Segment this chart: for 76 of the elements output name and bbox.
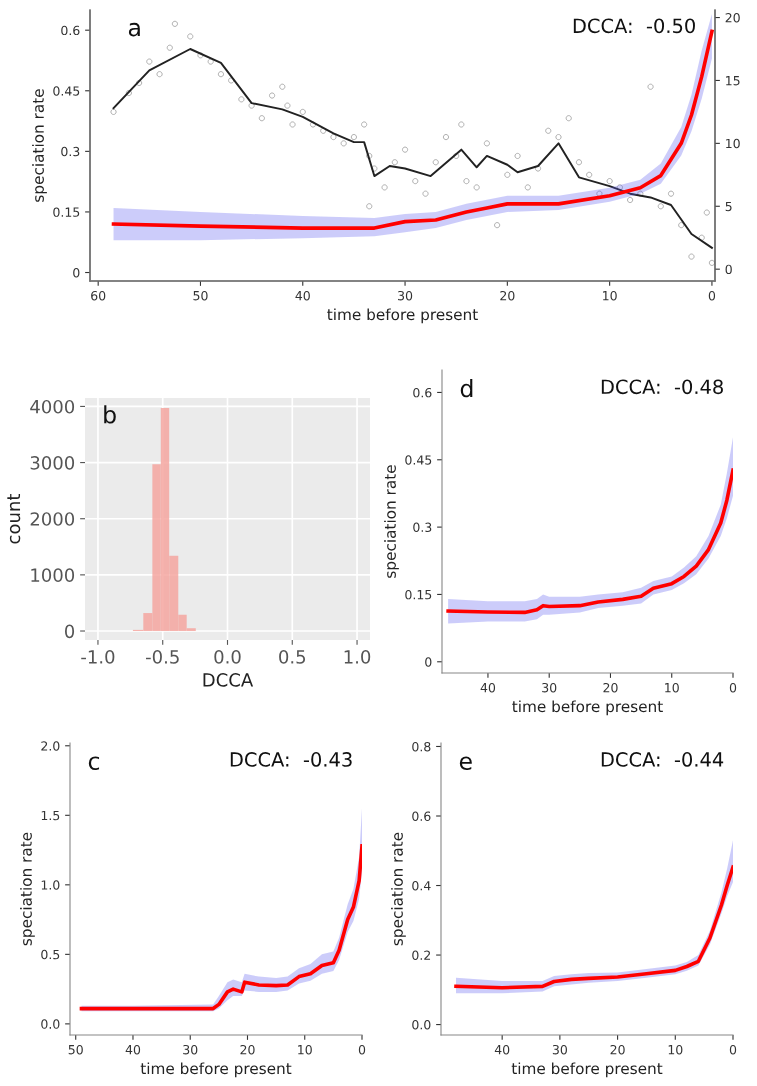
y-tick-label: 0.6: [413, 387, 432, 398]
x-axis-title: time before present: [140, 1062, 292, 1078]
y-tick-label: 1000: [31, 568, 75, 582]
x-tick-label: 0: [708, 290, 716, 301]
x-tick-label: 20: [500, 290, 515, 301]
x-tick-label: 10: [298, 1044, 312, 1055]
y-tick-label: 0.0: [412, 1020, 431, 1030]
annotation: e: [459, 756, 472, 771]
y-tick-label: 0.3: [61, 146, 80, 157]
x-tick-label: 30: [552, 1044, 567, 1055]
x-tick-label: 30: [398, 290, 413, 301]
x-tick-label: 60: [91, 290, 106, 301]
annotation: DCCA: -0.44: [601, 752, 724, 767]
y-tick-label: 0.15: [405, 589, 432, 600]
y-tick-label: 0: [64, 624, 75, 639]
x-tick-label: 1.0: [344, 650, 371, 664]
y-tick-label: 3000: [30, 456, 75, 470]
y-tick-label: 0.15: [53, 207, 80, 217]
y-axis-title: speciation rate: [20, 832, 35, 946]
x-tick-label: 10: [665, 682, 679, 693]
x-tick-label: 40: [480, 682, 496, 693]
y2-tick-label: 5: [725, 201, 732, 212]
x-tick-label: 0.5: [279, 650, 306, 664]
y-tick-label: 2000: [30, 512, 75, 526]
x-tick-label: 20: [610, 1044, 625, 1055]
y-tick-label: 0.4: [412, 881, 431, 891]
x-tick-label: 40: [125, 1044, 141, 1055]
y-tick-label: 0.3: [413, 522, 432, 533]
y-tick-label: 0.6: [61, 25, 80, 36]
x-tick-label: 10: [603, 290, 617, 301]
x-tick-label: 0: [358, 1044, 366, 1055]
x-tick-label: 50: [193, 290, 208, 301]
x-tick-label: -1.0: [81, 650, 115, 664]
annotation: b: [104, 405, 116, 424]
x-tick-label: 20: [603, 682, 618, 693]
y-tick-label: 2.0: [41, 741, 60, 751]
y-tick-label: 0: [73, 267, 80, 278]
y-axis-title: speciation rate: [32, 89, 47, 202]
y2-tick-label: 10: [726, 138, 740, 149]
x-tick-label: 40: [295, 290, 310, 301]
y2-tick-label: 15: [726, 76, 740, 86]
x-tick-label: 50: [68, 1044, 83, 1055]
x-tick-label: 10: [668, 1044, 683, 1055]
y2-tick-label: 20: [725, 13, 740, 23]
y-axis-title: count: [7, 493, 21, 544]
x-tick-label: 40: [494, 1044, 510, 1055]
y2-tick-label: 0: [725, 264, 732, 275]
y-tick-label: 1.0: [41, 880, 60, 890]
x-tick-label: -0.5: [146, 650, 179, 664]
y-tick-label: 0.8: [412, 741, 431, 752]
y-tick-label: 1.5: [41, 810, 60, 821]
y-tick-label: 4000: [30, 399, 75, 414]
x-tick-label: 0.0: [214, 650, 241, 664]
annotation: d: [460, 379, 473, 398]
y-axis-title: speciation rate: [384, 465, 399, 578]
y-tick-label: 0.45: [405, 455, 432, 465]
x-axis-title: time before present: [327, 308, 478, 324]
y-tick-label: 0.2: [412, 950, 431, 960]
y-tick-label: 0.6: [412, 811, 431, 821]
x-tick-label: 0: [729, 682, 737, 693]
x-tick-label: 0: [729, 1044, 737, 1055]
x-tick-label: 30: [183, 1044, 198, 1055]
x-axis-title: DCCA: [203, 673, 254, 687]
x-axis-title: time before present: [511, 1062, 663, 1078]
x-tick-label: 20: [240, 1044, 255, 1055]
annotation: DCCA: -0.43: [230, 752, 352, 767]
y-tick-label: 0.5: [41, 949, 60, 960]
y-tick-label: 0.45: [53, 86, 80, 96]
annotation: c: [88, 756, 100, 771]
y-tick-label: 0.0: [41, 1019, 60, 1029]
annotation: a: [128, 22, 140, 37]
annotation: DCCA: -0.50: [573, 18, 695, 34]
x-axis-title: time before present: [512, 700, 663, 716]
y-axis-title: speciation rate: [391, 832, 406, 946]
annotation: DCCA: -0.48: [601, 379, 723, 395]
x-tick-label: 30: [542, 682, 557, 693]
